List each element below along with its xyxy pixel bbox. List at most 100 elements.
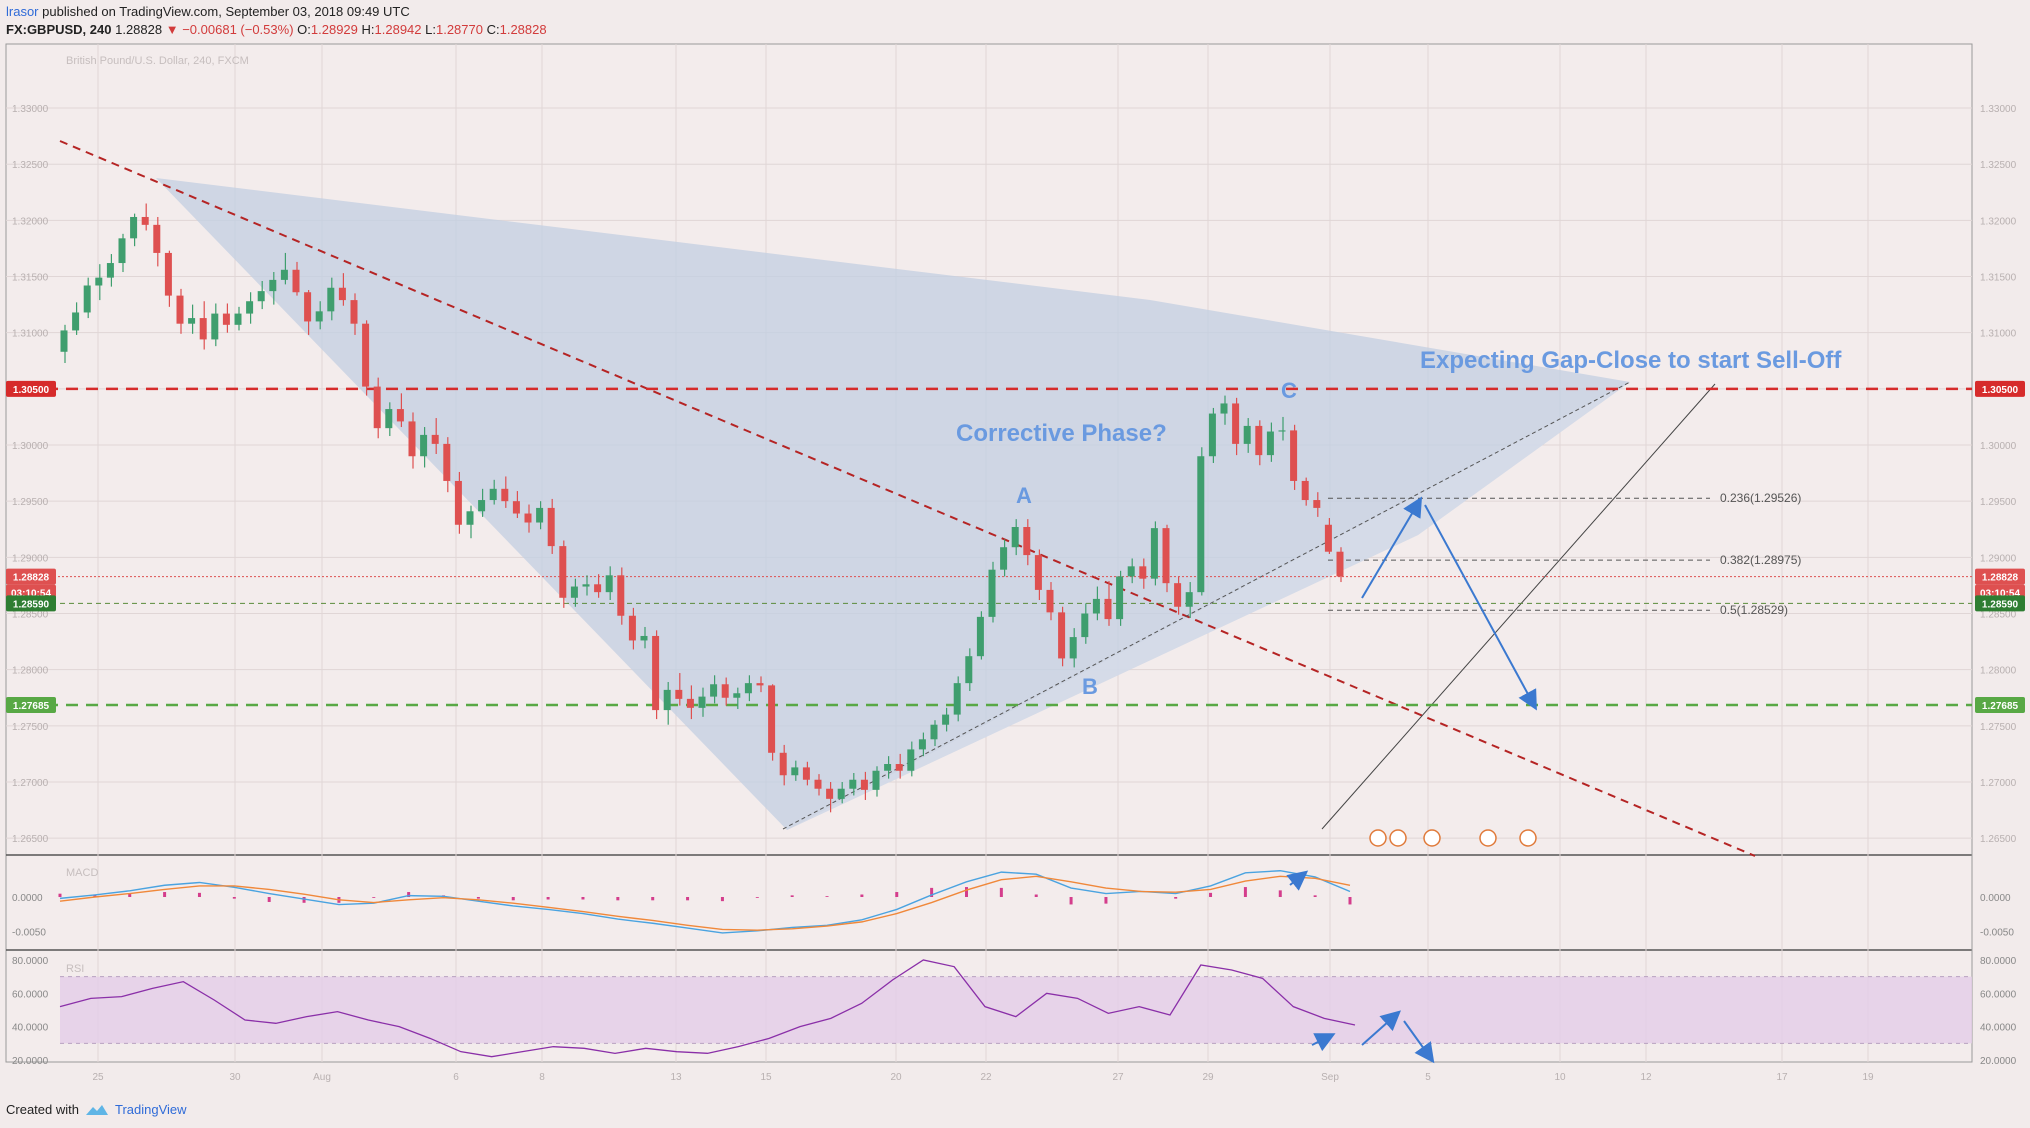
candle-body — [976, 616, 984, 657]
candle-body — [188, 318, 196, 324]
author-name[interactable]: lrasor — [6, 4, 39, 19]
pattern-annotation: A — [1016, 483, 1032, 508]
candle-body — [791, 767, 799, 776]
publish-info: lrasor published on TradingView.com, Sep… — [6, 4, 410, 19]
candle-body — [1243, 425, 1251, 444]
y-tick-left: 1.27500 — [12, 722, 49, 733]
y-tick-left: 1.28500 — [12, 609, 49, 620]
candle-body — [1266, 431, 1274, 456]
candle-body — [907, 749, 915, 771]
candle-body — [153, 224, 161, 253]
candle-body — [988, 569, 996, 617]
candle-body — [373, 386, 381, 429]
candle-body — [199, 318, 207, 340]
y-tick-left: 1.29500 — [12, 497, 49, 508]
candle-body — [605, 575, 613, 593]
candle-body — [1290, 430, 1298, 481]
candle-body — [942, 714, 950, 725]
x-tick: 13 — [670, 1072, 682, 1083]
candle-body — [826, 788, 834, 799]
x-tick: 6 — [453, 1072, 459, 1083]
candle-body — [918, 739, 926, 750]
long-trend-line — [1321, 383, 1716, 830]
candle-body — [1174, 583, 1182, 607]
low-label: L: — [425, 22, 436, 37]
macd-signal-line — [59, 875, 1351, 931]
y-tick-right: 1.31500 — [1980, 273, 2017, 284]
price-label-right-text: 1.28828 — [1982, 573, 2019, 584]
y-tick-right: 1.29000 — [1980, 553, 2017, 564]
candle-body — [1232, 403, 1240, 444]
candle-body — [872, 770, 880, 790]
y-tick-right: 1.27500 — [1980, 722, 2017, 733]
economic-event-icon — [1479, 829, 1497, 847]
y-tick-right: 1.27000 — [1980, 778, 2017, 789]
candle-body — [733, 693, 741, 698]
candle-body — [1255, 425, 1263, 456]
tradingview-link[interactable]: TradingView — [114, 1102, 187, 1117]
pattern-annotation: B — [1082, 674, 1098, 699]
fib-level-label: 0.5(1.28529) — [1720, 603, 1788, 617]
pattern-annotation: Corrective Phase? — [956, 420, 1167, 447]
candle-body — [478, 500, 486, 512]
price-label-left-text: 1.28828 — [13, 573, 50, 584]
candle-body — [1127, 566, 1135, 577]
candle-body — [710, 684, 718, 697]
candle-body — [454, 480, 462, 525]
candle-body — [443, 443, 451, 481]
candle-body — [930, 724, 938, 740]
candle-body — [628, 615, 636, 641]
candle-body — [234, 313, 242, 325]
candle-body — [965, 656, 973, 684]
candle-body — [1092, 598, 1100, 614]
x-tick: 19 — [1862, 1072, 1874, 1083]
macd-tick-right: 0.0000 — [1980, 893, 2011, 904]
candle-body — [1023, 527, 1031, 556]
y-tick-left: 1.33000 — [12, 104, 49, 115]
price-change: ▼ −0.00681 (−0.53%) — [165, 22, 294, 37]
x-tick: Aug — [313, 1072, 331, 1083]
y-tick-left: 1.32000 — [12, 216, 49, 227]
y-tick-right: 1.30000 — [1980, 441, 2017, 452]
price-label-right-text: 1.27685 — [1982, 701, 2019, 712]
y-tick-right: 1.32500 — [1980, 160, 2017, 171]
rsi-arrow-2 — [1361, 1010, 1401, 1046]
x-tick: 8 — [539, 1072, 545, 1083]
candle-body — [953, 683, 961, 715]
candle-body — [582, 584, 590, 587]
rsi-band — [60, 976, 1972, 1044]
candle-body — [640, 635, 648, 641]
x-tick: 30 — [229, 1072, 241, 1083]
price-label-left — [6, 595, 56, 612]
rsi-tick-right: 20.0000 — [1980, 1056, 2017, 1067]
candle-body — [884, 764, 892, 771]
publish-text: published on TradingView.com, September … — [42, 4, 410, 19]
price-label-right-text: 1.28590 — [1982, 599, 2019, 610]
price-label-left — [6, 380, 56, 397]
candle-body — [1324, 524, 1332, 552]
projection-arrow-up — [1361, 496, 1423, 599]
rsi-tick-right: 80.0000 — [1980, 956, 2017, 967]
price-label-right — [1975, 380, 2025, 397]
candle-body — [779, 752, 787, 776]
y-tick-left: 1.32500 — [12, 160, 49, 171]
candle-body — [617, 575, 625, 616]
candle-body — [1197, 456, 1205, 593]
close-value: 1.28828 — [499, 22, 547, 37]
price-label-left — [6, 697, 56, 714]
y-tick-right: 1.28500 — [1980, 609, 2017, 620]
candle-body — [768, 685, 776, 753]
x-tick: 29 — [1202, 1072, 1214, 1083]
rsi-tick-left: 20.0000 — [12, 1056, 49, 1067]
y-tick-left: 1.30000 — [12, 441, 49, 452]
y-tick-right: 1.29500 — [1980, 497, 2017, 508]
candle-body — [698, 696, 706, 708]
candle-body — [420, 434, 428, 457]
last-price: 1.28828 — [115, 22, 163, 37]
economic-event-icon — [1369, 829, 1387, 847]
downtrend-line — [59, 140, 1756, 857]
candle-body — [1162, 528, 1170, 584]
symbol-info: FX:GBPUSD, 240 1.28828 ▼ −0.00681 (−0.53… — [6, 22, 547, 37]
x-tick: 10 — [1554, 1072, 1566, 1083]
